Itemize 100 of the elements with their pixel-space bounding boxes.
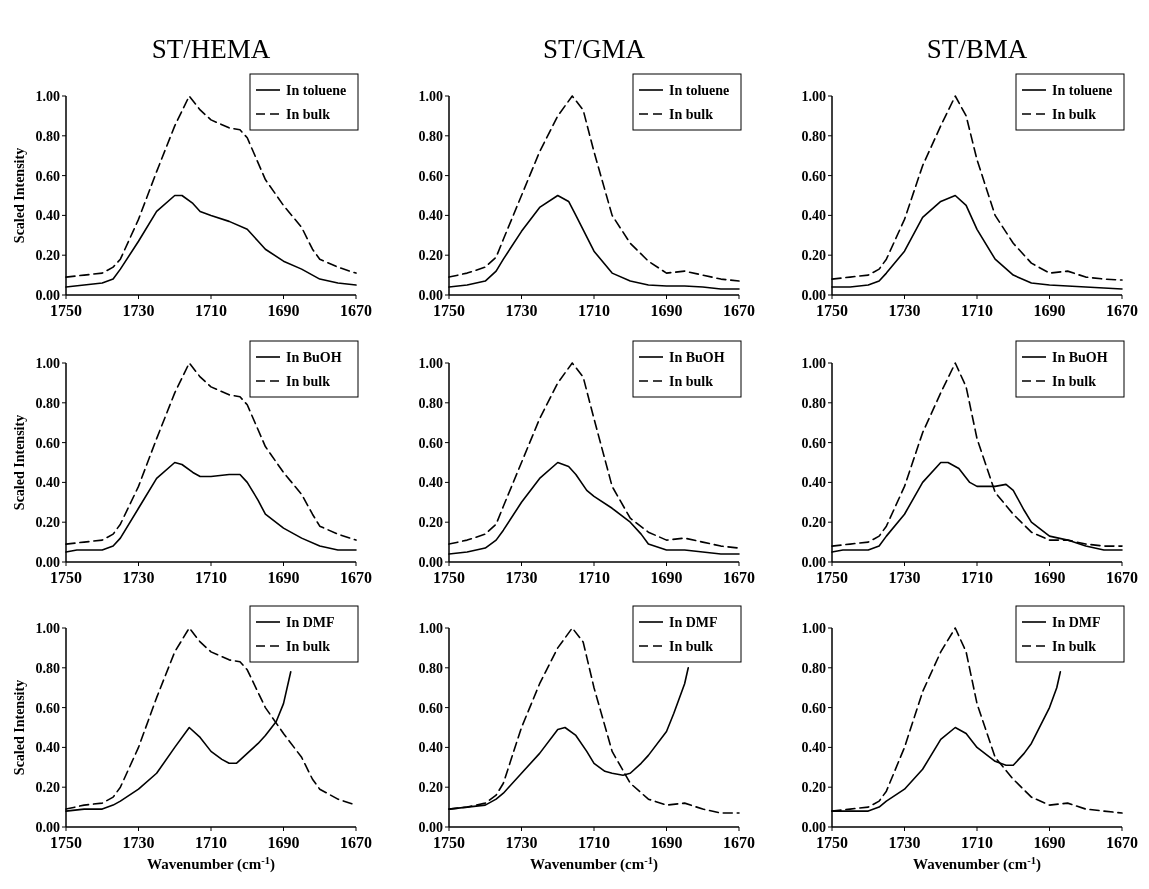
legend-label: In bulk (286, 106, 331, 122)
y-tick-label: 0.60 (418, 168, 443, 184)
legend-label: In DMF (669, 614, 718, 630)
y-tick-label: 0.20 (418, 515, 443, 531)
legend-label: In bulk (286, 373, 331, 389)
x-tick-label: 1750 (433, 302, 465, 319)
x-axis-title: Wavenumber (cm$^{-1}$) (912, 854, 1042, 873)
legend-label: In bulk (1052, 638, 1097, 654)
x-tick-label: 1710 (961, 302, 993, 319)
y-tick-label: 0.60 (801, 168, 826, 184)
x-axis-title: Wavenumber (cm$^{-1}$) (146, 854, 276, 873)
x-tick-label: 1730 (122, 302, 155, 319)
legend-label: In bulk (286, 638, 331, 654)
y-tick-label: 0.40 (801, 740, 826, 756)
y-tick-label: 1.00 (801, 620, 826, 636)
legend-label: In bulk (669, 373, 714, 389)
y-tick-label: 0.20 (418, 248, 443, 264)
y-tick-label: 0.40 (35, 208, 60, 224)
legend-label: In DMF (1052, 614, 1101, 630)
y-axis-title: Scaled Intensity (12, 414, 27, 511)
x-tick-label: 1670 (340, 302, 372, 319)
x-tick-label: 1690 (267, 569, 300, 586)
x-tick-label: 1710 (961, 834, 993, 851)
y-tick-label: 0.60 (35, 435, 60, 451)
y-axis-title: Scaled Intensity (12, 147, 27, 244)
y-tick-label: 0.80 (35, 128, 60, 144)
x-tick-label: 1730 (505, 834, 538, 851)
y-tick-label: 0.80 (801, 395, 826, 411)
x-tick-label: 1670 (340, 834, 372, 851)
y-tick-label: 0.80 (418, 660, 443, 676)
y-tick-label: 0.00 (418, 287, 443, 303)
y-tick-label: 0.20 (35, 780, 60, 796)
x-tick-label: 1710 (961, 569, 993, 586)
chart-title: ST/GMA (542, 34, 646, 64)
y-tick-label: 0.20 (801, 780, 826, 796)
x-tick-label: 1710 (578, 302, 610, 319)
y-tick-label: 0.60 (35, 700, 60, 716)
y-tick-label: 1.00 (801, 355, 826, 371)
x-tick-label: 1730 (505, 569, 538, 586)
x-tick-label: 1750 (816, 834, 848, 851)
legend-label: In bulk (1052, 373, 1097, 389)
x-tick-label: 1690 (1033, 834, 1066, 851)
y-tick-label: 1.00 (35, 355, 60, 371)
x-tick-label: 1670 (1106, 302, 1138, 319)
y-tick-label: 1.00 (418, 620, 443, 636)
x-tick-label: 1730 (888, 834, 921, 851)
x-tick-label: 1690 (267, 834, 300, 851)
y-tick-label: 0.40 (801, 208, 826, 224)
y-tick-label: 0.00 (801, 819, 826, 835)
x-tick-label: 1710 (578, 569, 610, 586)
y-tick-label: 0.60 (801, 435, 826, 451)
chart-title: ST/HEMA (151, 34, 271, 64)
x-tick-label: 1730 (888, 569, 921, 586)
legend-label: In toluene (286, 82, 347, 98)
x-tick-label: 1670 (723, 302, 755, 319)
y-tick-label: 0.80 (418, 395, 443, 411)
y-tick-label: 0.60 (35, 168, 60, 184)
legend-label: In toluene (1052, 82, 1113, 98)
y-tick-label: 0.40 (418, 475, 443, 491)
x-tick-label: 1690 (650, 834, 683, 851)
x-axis-title: Wavenumber (cm$^{-1}$) (529, 854, 659, 873)
y-tick-label: 0.60 (418, 700, 443, 716)
x-tick-label: 1750 (433, 834, 465, 851)
y-tick-label: 0.80 (35, 395, 60, 411)
x-tick-label: 1730 (888, 302, 921, 319)
x-tick-label: 1670 (723, 834, 755, 851)
y-tick-label: 0.00 (35, 819, 60, 835)
x-tick-label: 1730 (505, 302, 538, 319)
y-tick-label: 1.00 (418, 355, 443, 371)
x-tick-label: 1710 (195, 302, 227, 319)
y-tick-label: 0.40 (418, 208, 443, 224)
y-tick-label: 0.60 (801, 700, 826, 716)
y-tick-label: 0.20 (801, 248, 826, 264)
x-tick-label: 1750 (816, 569, 848, 586)
x-tick-label: 1750 (50, 834, 82, 851)
legend-label: In bulk (1052, 106, 1097, 122)
y-tick-label: 1.00 (35, 620, 60, 636)
y-tick-label: 1.00 (418, 88, 443, 104)
legend-label: In DMF (286, 614, 335, 630)
x-tick-label: 1710 (578, 834, 610, 851)
legend-label: In bulk (669, 106, 714, 122)
legend-label: In BuOH (1052, 349, 1108, 365)
y-tick-label: 0.00 (801, 287, 826, 303)
y-tick-label: 0.40 (35, 740, 60, 756)
y-tick-label: 0.00 (418, 819, 443, 835)
y-axis-title: Scaled Intensity (12, 679, 27, 776)
x-tick-label: 1690 (1033, 302, 1066, 319)
legend-label: In toluene (669, 82, 730, 98)
y-tick-label: 0.80 (35, 660, 60, 676)
x-tick-label: 1690 (650, 569, 683, 586)
y-tick-label: 1.00 (801, 88, 826, 104)
x-tick-label: 1750 (433, 569, 465, 586)
legend-label: In BuOH (669, 349, 725, 365)
x-tick-label: 1730 (122, 834, 155, 851)
x-tick-label: 1690 (267, 302, 300, 319)
chart-title: ST/BMA (926, 34, 1028, 64)
x-tick-label: 1730 (122, 569, 155, 586)
x-tick-label: 1670 (1106, 569, 1138, 586)
y-tick-label: 0.40 (418, 740, 443, 756)
x-tick-label: 1670 (340, 569, 372, 586)
